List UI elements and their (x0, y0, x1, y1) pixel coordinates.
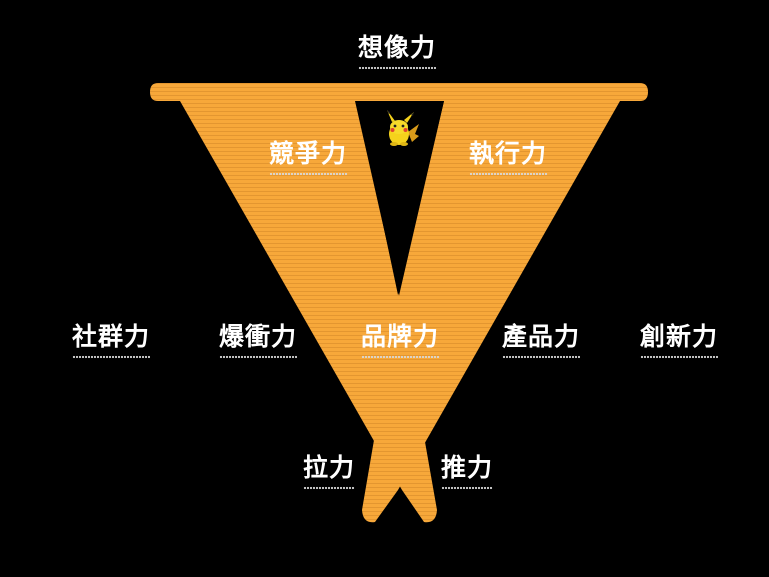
top-bar (150, 83, 648, 101)
label-imagination: 想像力 (358, 35, 436, 70)
label-pull: 拉力 (303, 455, 355, 490)
label-competitiveness: 競爭力 (269, 141, 347, 176)
label-explosive: 爆衝力 (219, 324, 297, 359)
pikachu-icon (387, 110, 419, 146)
left-arm (180, 101, 437, 523)
label-execution: 執行力 (469, 141, 547, 176)
label-push: 推力 (441, 455, 493, 490)
center-notch (357, 101, 444, 295)
label-brand: 品牌力 (361, 324, 439, 359)
label-community: 社群力 (72, 324, 150, 359)
label-innovation: 創新力 (640, 324, 718, 359)
label-product: 產品力 (502, 324, 580, 359)
right-arm (362, 101, 620, 523)
